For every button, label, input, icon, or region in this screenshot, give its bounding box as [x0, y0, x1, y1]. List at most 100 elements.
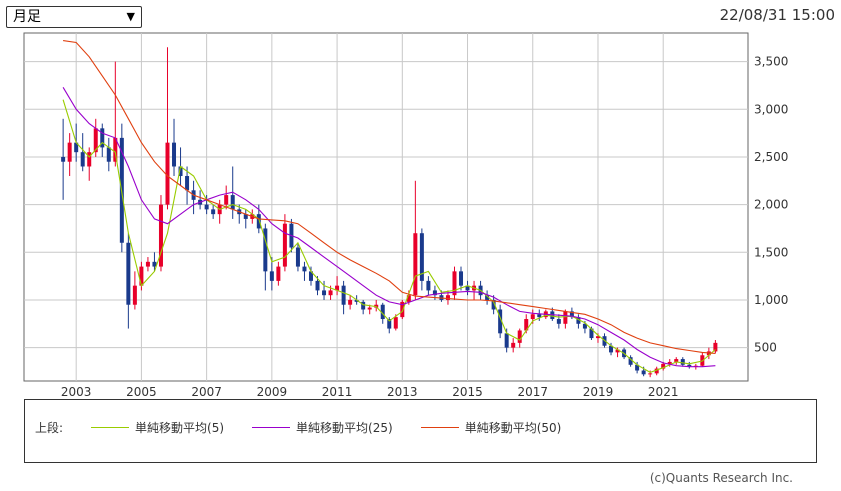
candle-body-down	[419, 233, 424, 281]
candle-body-down	[485, 295, 490, 300]
legend-item-ma25: 単純移動平均(25)	[252, 419, 393, 436]
candle-body-down	[635, 364, 640, 371]
chevron-down-icon: ▼	[126, 10, 135, 23]
candle-body-up	[517, 330, 522, 343]
candle-body-down	[295, 247, 300, 267]
x-tick-label: 2003	[61, 385, 92, 399]
candle-body-up	[282, 223, 287, 267]
candle-body-down	[204, 204, 209, 210]
x-tick-label: 2013	[387, 385, 418, 399]
candle-body-down	[432, 290, 437, 296]
candle-body-up	[67, 142, 72, 162]
candle-body-down	[61, 156, 66, 162]
candle-body-up	[400, 301, 405, 318]
candle-body-down	[80, 152, 85, 167]
y-tick-label: 1,000	[754, 293, 788, 307]
candle-body-down	[185, 176, 190, 191]
candle-body-down	[361, 301, 366, 310]
timestamp: 22/08/31 15:00	[719, 6, 835, 24]
candle-body-down	[589, 328, 594, 339]
x-tick-label: 2011	[322, 385, 353, 399]
x-tick-label: 2009	[257, 385, 288, 399]
legend-label-ma50: 単純移動平均(50)	[464, 421, 562, 435]
candle-body-down	[126, 242, 131, 305]
candle-body-down	[426, 280, 431, 291]
candle-body-down	[341, 285, 346, 305]
y-tick-label: 500	[754, 341, 777, 355]
candle-body-up	[367, 307, 372, 310]
candle-body-down	[680, 359, 685, 365]
candle-body-down	[230, 195, 235, 210]
period-select[interactable]: 月足 ▼	[6, 6, 142, 28]
candle-body-down	[106, 147, 111, 162]
candle-body-down	[100, 128, 105, 148]
candle-body-up	[276, 266, 281, 281]
candle-body-down	[211, 209, 216, 215]
candle-body-up	[563, 311, 568, 324]
candle-body-up	[413, 233, 418, 296]
candle-body-down	[628, 357, 633, 365]
y-tick-label: 2,000	[754, 198, 788, 212]
copyright: (c)Quants Research Inc.	[649, 471, 793, 485]
candle-body-up	[393, 317, 398, 329]
x-tick-label: 2015	[452, 385, 483, 399]
x-tick-label: 2007	[191, 385, 222, 399]
candle-body-up	[713, 342, 718, 352]
candle-body-up	[328, 290, 333, 296]
y-tick-label: 2,500	[754, 150, 788, 164]
candle-body-down	[380, 304, 385, 320]
y-tick-label: 3,000	[754, 102, 788, 116]
candle-body-up	[93, 128, 98, 153]
candle-body-down	[537, 314, 542, 318]
candle-body-down	[152, 261, 157, 267]
candle-body-down	[308, 271, 313, 281]
x-labels: 2003 2005 2007 2009 2011 2013 2015 2017 2019 2021	[61, 385, 679, 399]
candle-body-down	[582, 323, 587, 329]
legend-prefix: 上段:	[35, 421, 64, 435]
candle-body-down	[498, 309, 503, 334]
candle-body-up	[511, 342, 516, 348]
legend-item-ma50: 単純移動平均(50)	[420, 419, 562, 436]
legend-row: 上段: 単純移動平均(5) 単純移動平均(25) 単純移動平均(50)	[35, 419, 561, 436]
y-tick-label: 1,500	[754, 245, 788, 259]
candle-body-up	[445, 295, 450, 300]
candle-body-up	[661, 363, 666, 369]
y-labels: 500 1,000 1,500 2,000 2,500 3,000 3,500	[754, 55, 788, 355]
candle-body-down	[263, 228, 268, 272]
candle-body-up	[158, 204, 163, 267]
candle-body-up	[654, 368, 659, 374]
candle-body-up	[524, 319, 529, 331]
candle-body-up	[667, 361, 672, 364]
candle-body-down	[256, 214, 261, 229]
ma-line-2	[62, 87, 716, 368]
price-chart: 2003 2005 2007 2009 2011 2013 2015 2017 2019 2021…	[23, 32, 788, 399]
candle-body-down	[322, 290, 327, 296]
candle-body-down	[687, 364, 692, 367]
candle-body-up	[335, 285, 340, 291]
candle-body-down	[504, 333, 509, 348]
candle-body-up	[674, 359, 679, 362]
candle-body-up	[139, 266, 144, 286]
candle-body-down	[178, 166, 183, 177]
candle-body-up	[113, 137, 118, 162]
candle-body-down	[459, 271, 464, 286]
x-tick-label: 2019	[583, 385, 614, 399]
ma-line-3	[63, 40, 716, 354]
candle-body-down	[576, 317, 581, 324]
grid-x	[75, 33, 664, 381]
candle-body-up	[224, 195, 229, 205]
candle-body-down	[354, 299, 359, 302]
legend-item-ma5: 単純移動平均(5)	[91, 419, 224, 436]
candle-body-down	[74, 142, 79, 153]
candle-body-up	[132, 285, 137, 305]
candle-body-down	[302, 266, 307, 272]
candle-body-down	[243, 214, 248, 219]
candle-body-up	[615, 349, 620, 353]
x-tick-label: 2005	[126, 385, 157, 399]
candle-body-down	[315, 280, 320, 291]
period-select-value: 月足	[13, 9, 41, 25]
legend-label-ma25: 単純移動平均(25)	[296, 421, 393, 435]
legend-box: 上段: 単純移動平均(5) 単純移動平均(25) 単純移動平均(50)	[24, 399, 817, 463]
plot-area	[23, 32, 749, 382]
x-tick-label: 2017	[517, 385, 548, 399]
